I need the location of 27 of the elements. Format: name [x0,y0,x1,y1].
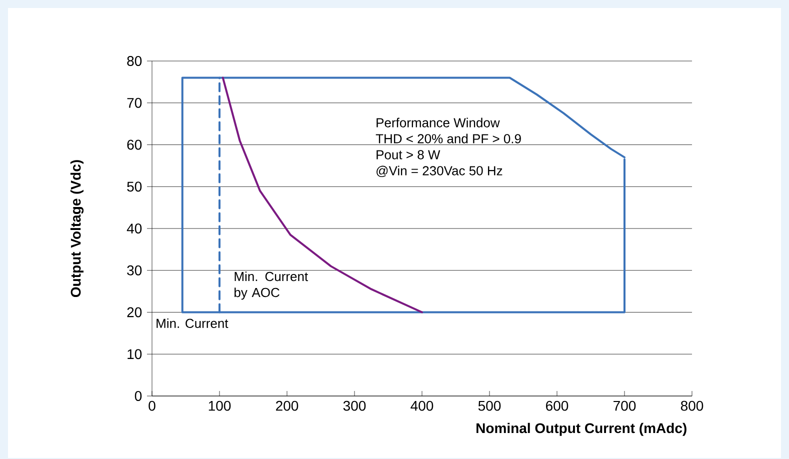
y-tick-label: 20 [127,307,142,318]
x-tick-label: 600 [546,400,568,411]
x-tick-label: 200 [276,400,298,411]
x-tick-label: 400 [410,400,434,411]
y-tick-label: 10 [128,349,142,360]
annotation: @Vin = 230Vac 50 Hz [376,166,502,178]
x-tick-label: 0 [148,400,156,411]
y-axis-title: Output Voltage (Vdc) [70,160,84,298]
annotation: THD < 20% and PF > 0.9 [376,134,521,144]
y-tick-label: 30 [127,265,142,276]
annotation: Min. Current by AOC [234,272,308,300]
x-tick-label: 300 [343,400,366,411]
annotation: Min. Current [156,318,228,328]
x-tick-label: 700 [614,400,636,411]
line-series [181,76,626,314]
x-axis-title: Nominal Output Current (mAdc) [476,422,686,436]
y-tick-label: 0 [134,391,142,401]
x-tick-label: 100 [208,400,231,411]
annotation: Pout > 8 W [376,150,440,160]
y-tick-label: 70 [127,98,142,108]
y-tick-label: 50 [127,182,142,192]
x-tick-label: 500 [478,400,501,411]
y-tick-label: 80 [127,56,142,66]
x-tick-label: 800 [680,400,704,411]
annotation: Performance Window [376,118,500,128]
y-tick-label: 40 [126,224,142,234]
y-tick-label: 60 [127,140,142,150]
